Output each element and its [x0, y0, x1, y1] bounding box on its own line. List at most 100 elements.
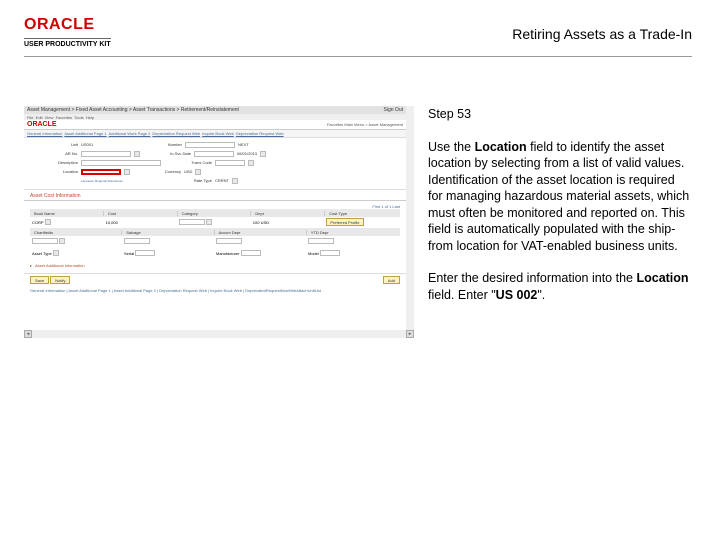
tab-add1[interactable]: Asset Additional Page 1	[64, 131, 106, 136]
unit-value: US001	[81, 142, 131, 147]
tab-inquire[interactable]: Inquire Book Web	[202, 131, 234, 136]
attr-assettype: Asset Type	[32, 251, 52, 256]
transcode-input[interactable]	[215, 160, 245, 166]
currency-lookup-icon[interactable]	[195, 169, 201, 175]
additional-info-toggle[interactable]: ▸ Asset Additional Information	[24, 260, 406, 271]
col-chartfields: Chartfields	[32, 230, 122, 235]
rate-value: CRRNT	[215, 178, 229, 183]
notify-button[interactable]: Notify	[50, 276, 70, 284]
grid-header-row: Book Name Cost Category Depr Cost Type	[30, 209, 400, 217]
app-breadcrumb: Favorites Main Menu > Asset Management	[327, 122, 403, 127]
form-area: Unit US001 Number NEXT AR No. In-Svc Dat…	[24, 138, 406, 187]
transcode-label: Trans Code	[164, 160, 212, 165]
add-button[interactable]: Add	[383, 276, 400, 284]
mfr-input[interactable]	[241, 250, 261, 256]
col-ytd: YTD Depr	[309, 230, 398, 235]
cost-section-header: Asset Cost Information	[24, 189, 406, 200]
logo-subtext: USER PRODUCTIVITY KIT	[24, 38, 111, 48]
book-lookup-icon[interactable]	[45, 219, 51, 225]
model-input[interactable]	[320, 250, 340, 256]
ar-lookup-icon[interactable]	[134, 151, 140, 157]
col-costtype: Cost Type	[327, 211, 398, 216]
attr-serial: Serial	[124, 251, 134, 256]
number-value: NEXT	[238, 142, 249, 147]
number-input[interactable]	[185, 142, 235, 148]
location-label: Location	[30, 169, 78, 174]
currency-label: Currency	[133, 169, 181, 174]
accum-input[interactable]	[216, 238, 242, 244]
signout-link[interactable]: Sign Out	[384, 107, 403, 113]
number-label: Number	[134, 142, 182, 147]
grid-row2	[30, 236, 400, 246]
location-lookup-icon[interactable]	[124, 169, 130, 175]
date-label: In-Svc Date	[143, 151, 191, 156]
tab-depr[interactable]: Depreciation Request Web	[152, 131, 200, 136]
assettype-lookup-icon[interactable]	[53, 250, 59, 256]
calendar-icon[interactable]	[260, 151, 266, 157]
attr-row: Asset Type Serial Manufacturer Model	[30, 248, 400, 258]
scrollbar-horizontal[interactable]: ◂ ▸	[24, 330, 414, 338]
ytd-input[interactable]	[308, 238, 334, 244]
col-category: Category	[180, 211, 252, 216]
cat-lookup-icon[interactable]	[206, 219, 212, 225]
app-screenshot: Asset Management > Fixed Asset Accountin…	[24, 106, 414, 338]
scroll-right-icon[interactable]: ▸	[406, 330, 414, 338]
location-input[interactable]	[81, 169, 121, 175]
serial-input[interactable]	[135, 250, 155, 256]
chartfields-input[interactable]	[32, 238, 58, 244]
window-title: Asset Management > Fixed Asset Accountin…	[27, 107, 239, 113]
scroll-left-icon[interactable]: ◂	[24, 330, 32, 338]
cost-value: 10,000	[106, 220, 118, 225]
logo-area: ORACLE USER PRODUCTIVITY KIT	[24, 16, 111, 48]
cost-grid: First 1 of 1 Last Book Name Cost Categor…	[24, 200, 406, 260]
currency-value: USD	[184, 169, 192, 174]
bottom-links: General Information | Asset Additional P…	[24, 286, 406, 295]
page-title: Retiring Assets as a Trade-In	[512, 26, 692, 42]
entry-value: US 002	[496, 288, 538, 302]
book-value: CORP	[32, 220, 44, 225]
col-cost: Cost	[106, 211, 178, 216]
depr-value: 100 USD	[253, 220, 269, 225]
instruction-p1: Use the Location field to identify the a…	[428, 139, 692, 255]
field-name-2: Location	[636, 271, 688, 285]
date-value: 06/01/2013	[237, 151, 257, 156]
header-rule	[24, 56, 692, 57]
attr-model: Model	[308, 251, 319, 256]
save-button[interactable]: Save	[30, 276, 49, 284]
unit-label: Unit	[30, 142, 78, 147]
expand-icon: ▸	[30, 263, 32, 268]
scrollbar-vertical[interactable]	[406, 106, 414, 330]
col-depr: Depr	[253, 211, 325, 216]
bottom-button-bar: Save Notify Add	[24, 273, 406, 286]
instruction-panel: Step 53 Use the Location field to identi…	[428, 106, 692, 319]
oracle-app-bar: ORACLE Favorites Main Menu > Asset Manag…	[24, 120, 406, 130]
instruction-p2: Enter the desired information into the L…	[428, 270, 692, 303]
date-input[interactable]	[194, 151, 234, 157]
tab-general[interactable]: General Information	[27, 131, 62, 136]
col-salvage: Salvage	[124, 230, 214, 235]
window-titlebar: Asset Management > Fixed Asset Accountin…	[24, 106, 406, 114]
desc-input[interactable]	[81, 160, 161, 166]
cat-input[interactable]	[179, 219, 205, 225]
app-oracle-logo: ORACLE	[27, 121, 57, 128]
oracle-logo: ORACLE	[24, 16, 111, 34]
grid-row: CORP 10,000 100 USD Preferred Profile	[30, 217, 400, 227]
salvage-input[interactable]	[124, 238, 150, 244]
grid-nav: First 1 of 1 Last	[372, 204, 400, 209]
cf-lookup-icon[interactable]	[59, 238, 65, 244]
attr-mfr: Manufacturer	[216, 251, 240, 256]
step-label: Step 53	[428, 106, 692, 123]
rate-lookup-icon[interactable]	[232, 178, 238, 184]
col-book: Book Name	[32, 211, 104, 216]
preferred-profile-button[interactable]: Preferred Profile	[326, 218, 363, 226]
transcode-lookup-icon[interactable]	[248, 160, 254, 166]
tab-bar: General Information Asset Additional Pag…	[24, 130, 406, 138]
tab-depr2[interactable]: Depreciation Request Web	[236, 131, 284, 136]
col-accum: Accum Depr	[217, 230, 307, 235]
grid-header-row2: Chartfields Salvage Accum Depr YTD Depr	[30, 228, 400, 236]
rate-label: Rate Type	[164, 178, 212, 183]
ar-input[interactable]	[81, 151, 131, 157]
desc-label: Description	[30, 160, 78, 165]
tab-add2[interactable]: Additional Work Page 2	[109, 131, 151, 136]
ar-label: AR No.	[30, 151, 78, 156]
